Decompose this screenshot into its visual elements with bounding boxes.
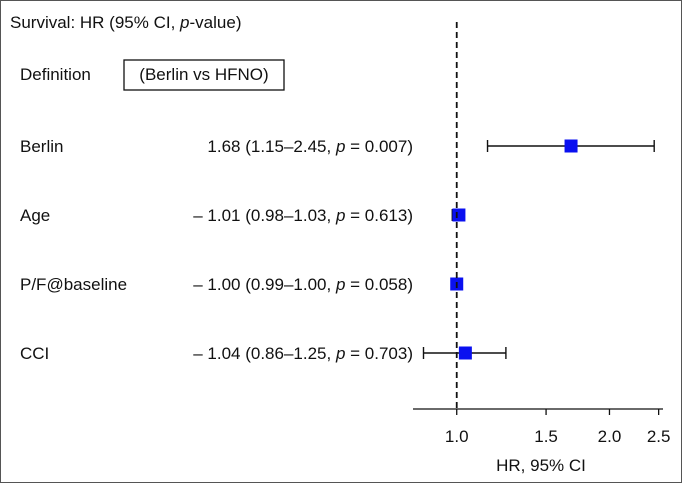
p-value-text: = 0.058)	[345, 275, 413, 294]
x-tick-label: 1.0	[445, 427, 469, 446]
p-value-text: = 0.613)	[345, 206, 413, 225]
p-symbol: p	[335, 206, 345, 225]
p-symbol: p	[335, 137, 345, 156]
forest-row: Age – 1.01 (0.98–1.03, p = 0.613)	[20, 206, 466, 225]
hr-marker	[458, 346, 472, 360]
row-estimate: – 1.00 (0.99–1.00, p = 0.058)	[193, 275, 413, 294]
forest-row: Berlin 1.68 (1.15–2.45, p = 0.007)	[20, 137, 655, 156]
row-label: Berlin	[20, 137, 63, 156]
chart-title: Survival: HR (95% CI, p-value)	[10, 13, 241, 32]
p-value-text: = 0.703)	[345, 344, 413, 363]
estimate-text: 1.68 (1.15–2.45,	[207, 137, 336, 156]
p-symbol: p	[335, 275, 345, 294]
row-label: Age	[20, 206, 50, 225]
x-tick-label: 2.0	[598, 427, 622, 446]
estimate-text: – 1.04 (0.86–1.25,	[193, 344, 336, 363]
row-estimate: – 1.04 (0.86–1.25, p = 0.703)	[193, 344, 413, 363]
x-tick-label: 1.5	[534, 427, 558, 446]
x-tick-label: 2.5	[647, 427, 671, 446]
hr-marker	[452, 208, 466, 222]
definition-label: Definition	[20, 65, 91, 84]
hr-marker	[564, 139, 578, 153]
forest-row: CCI – 1.04 (0.86–1.25, p = 0.703)	[20, 344, 507, 363]
row-label: P/F@baseline	[20, 275, 127, 294]
row-estimate: – 1.01 (0.98–1.03, p = 0.613)	[193, 206, 413, 225]
p-value-text: = 0.007)	[345, 137, 413, 156]
x-axis-label: HR, 95% CI	[496, 456, 586, 475]
forest-row: P/F@baseline – 1.00 (0.99–1.00, p = 0.058…	[20, 275, 464, 294]
row-label: CCI	[20, 344, 49, 363]
definition-box	[123, 59, 285, 91]
estimate-text: – 1.00 (0.99–1.00,	[193, 275, 336, 294]
estimate-text: – 1.01 (0.98–1.03,	[193, 206, 336, 225]
definition-value: (Berlin vs HFNO)	[139, 65, 268, 84]
row-estimate: 1.68 (1.15–2.45, p = 0.007)	[207, 137, 413, 156]
p-symbol: p	[335, 344, 345, 363]
